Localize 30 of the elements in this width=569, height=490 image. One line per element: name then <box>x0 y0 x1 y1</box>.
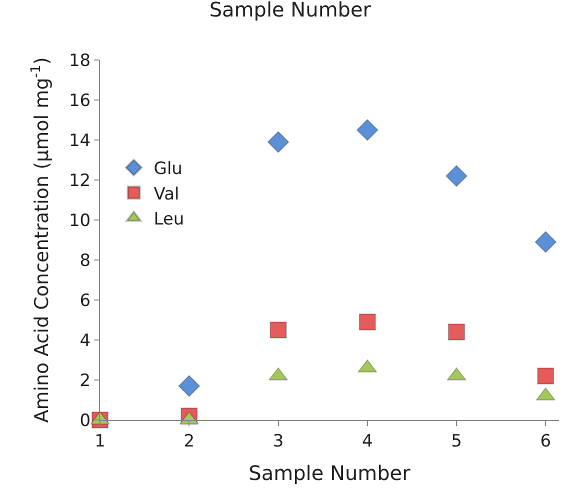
y-tick-label: 10 <box>68 210 91 231</box>
point <box>267 131 290 153</box>
y-tick-label: 6 <box>80 290 91 311</box>
y-tick-label: 8 <box>80 250 91 271</box>
point <box>358 314 376 330</box>
legend-label: Val <box>154 184 180 204</box>
point <box>446 165 468 187</box>
point <box>270 322 287 338</box>
x-axis-title: Sample Number <box>248 460 412 485</box>
chart-title: Sample Number <box>209 0 372 22</box>
y-tick-label: 18 <box>68 50 91 71</box>
point <box>356 119 378 141</box>
x-tick-label: 5 <box>451 431 462 452</box>
x-tick-label: 1 <box>94 431 106 452</box>
x-tick-label: 6 <box>540 431 552 452</box>
x-tick-label: 4 <box>362 431 373 452</box>
y-tick-label: 2 <box>80 370 91 391</box>
y-tick-label: 0 <box>80 410 91 431</box>
point <box>537 368 554 384</box>
legend-label: Glu <box>154 159 182 180</box>
y-tick-label: 16 <box>68 90 91 111</box>
y-tick-label: 14 <box>68 130 91 151</box>
legend-label: Leu <box>154 209 184 230</box>
y-tick-label: 12 <box>68 170 91 191</box>
point <box>178 375 200 397</box>
point <box>448 324 465 340</box>
point <box>534 231 557 253</box>
y-tick-label: 4 <box>80 330 91 351</box>
x-tick-label: 2 <box>184 431 195 452</box>
x-tick-label: 3 <box>272 431 284 452</box>
